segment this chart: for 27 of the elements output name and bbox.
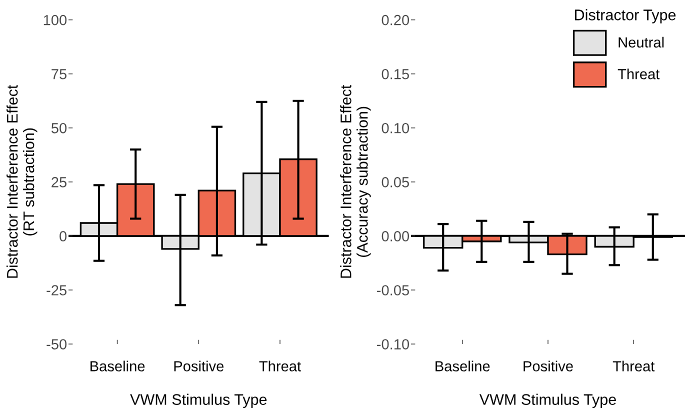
legend-title: Distractor Type	[575, 9, 676, 24]
x-tick-label: Threat	[259, 360, 301, 372]
y-tick-label: 25	[52, 177, 66, 188]
y-tick-label: -50	[46, 339, 67, 350]
y-tick-label: -0.05	[377, 285, 410, 296]
x-tick-label: Threat	[612, 360, 655, 372]
y-tick-label: 100	[44, 14, 67, 26]
x-tick-label: Positive	[174, 360, 224, 372]
y-axis-title: Distractor Interference Effect (Accuracy subtraction)	[340, 84, 371, 278]
x-axis-title: VWM Stimulus Type	[130, 394, 267, 408]
y-tick-label: -0.10	[377, 339, 410, 350]
legend-label: Neutral	[618, 36, 664, 48]
x-tick-label: Positive	[524, 360, 573, 372]
x-axis-title: VWM Stimulus Type	[479, 394, 616, 408]
y-tick-label: 0.05	[382, 177, 409, 188]
y-tick-label: 50	[51, 122, 67, 134]
y-tick-label: 75	[52, 69, 66, 80]
x-tick-label: Baseline	[436, 360, 490, 372]
y-tick-label: 0.10	[382, 122, 410, 134]
y-tick-label: 0	[60, 231, 67, 242]
y-tick-label: 0.00	[382, 231, 410, 242]
y-axis-title: Distractor Interference Effect (RT subtraction)	[6, 84, 38, 278]
legend-label: Threat	[618, 68, 660, 80]
y-tick-label: -25	[46, 285, 66, 296]
y-tick-label: 0.15	[382, 68, 409, 80]
y-tick-label: 0.20	[382, 14, 410, 26]
x-tick-label: Baseline	[90, 360, 145, 372]
